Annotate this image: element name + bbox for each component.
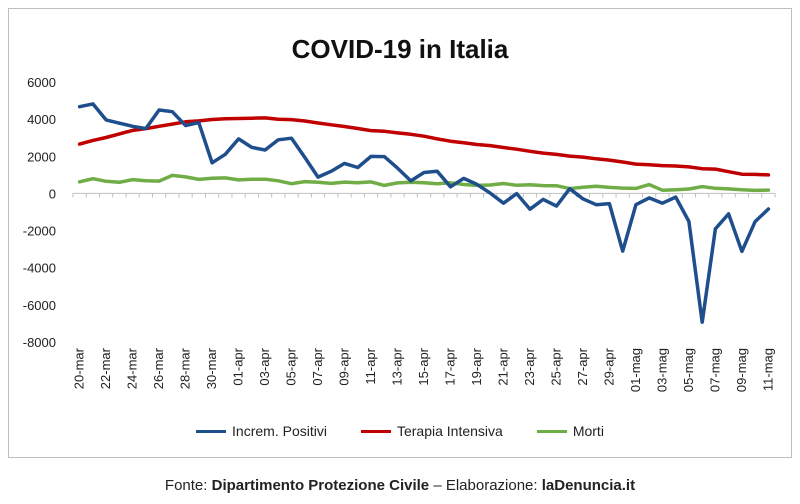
legend-item: Increm. Positivi (196, 423, 327, 439)
x-tick-label: 03-apr (257, 347, 272, 385)
x-tick-label: 24-mar (125, 347, 140, 389)
series-line-morti (77, 173, 771, 193)
x-tick-label: 28-mar (178, 347, 193, 389)
footer-author: laDenuncia.it (541, 477, 636, 494)
x-tick-label: 19-apr (469, 347, 484, 385)
y-tick-label: 6000 (27, 75, 56, 90)
legend-label: Morti (572, 423, 604, 439)
x-tick-label: 15-apr (416, 347, 431, 385)
x-tick-label: 01-apr (231, 347, 246, 385)
x-tick-label: 01-mag (628, 348, 643, 392)
x-tick-label: 09-mag (734, 348, 749, 392)
x-tick-label: 26-mar (151, 347, 166, 389)
x-tick-label: 22-mar (98, 347, 113, 389)
y-tick-label: -6000 (23, 298, 56, 313)
x-tick-label: 25-apr (548, 347, 563, 385)
x-tick-label: 17-apr (442, 347, 457, 385)
y-tick-label: -8000 (23, 335, 56, 350)
footer-prefix: Fonte: (164, 477, 212, 494)
x-tick-label: 05-apr (284, 347, 299, 385)
y-tick-label: 2000 (27, 149, 56, 164)
x-tick-label: 23-apr (522, 347, 537, 385)
y-tick-label: -2000 (23, 224, 56, 239)
footer-source-name: Dipartimento Protezione Civile (211, 477, 430, 494)
y-tick-label: 4000 (27, 112, 56, 127)
y-tick-label: 0 (49, 186, 56, 201)
x-tick-label: 03-mag (654, 348, 669, 392)
y-tick-label: -4000 (23, 261, 56, 276)
x-tick-label: 20-mar (72, 347, 87, 389)
y-axis-labels: 6000 4000 2000 0 -2000 -4000 -6000 -8000 (23, 75, 56, 350)
footer-source: Fonte: Dipartimento Protezione Civile – … (0, 477, 800, 494)
legend-swatch (360, 429, 391, 433)
legend-item: Terapia Intensiva (360, 423, 503, 439)
chart-title: COVID-19 in Italia (291, 34, 509, 64)
legend-item: Morti (536, 423, 604, 439)
x-tick-label: 09-apr (337, 347, 352, 385)
x-tick-label: 21-apr (495, 347, 510, 385)
legend: Increm. Positivi Terapia Intensiva Morti (0, 423, 800, 439)
legend-swatch (196, 429, 227, 433)
x-tick-label: 11-apr (363, 347, 378, 384)
legend-label: Terapia Intensiva (396, 423, 503, 439)
x-tick-label: 30-mar (204, 347, 219, 389)
series-line-increm-positivi (77, 102, 771, 325)
series-layer (77, 102, 771, 325)
x-axis: 20-mar 22-mar 24-mar 26-mar 28-mar 30-mar 01-a… (72, 192, 776, 392)
legend-swatch (536, 429, 567, 433)
series-line-terapia-intensiva (77, 116, 771, 177)
x-tick-label: 11-mag (760, 348, 775, 391)
x-tick-label: 07-mag (707, 348, 722, 392)
legend-label: Increm. Positivi (232, 423, 327, 439)
x-tick-label: 05-mag (681, 348, 696, 392)
x-tick-label: 27-apr (575, 347, 590, 385)
footer-middle: – Elaborazione: (429, 477, 542, 494)
x-tick-label: 07-apr (310, 347, 325, 385)
x-tick-label: 29-apr (601, 347, 616, 385)
chart-frame (8, 8, 792, 458)
x-tick-label: 13-apr (390, 347, 405, 385)
